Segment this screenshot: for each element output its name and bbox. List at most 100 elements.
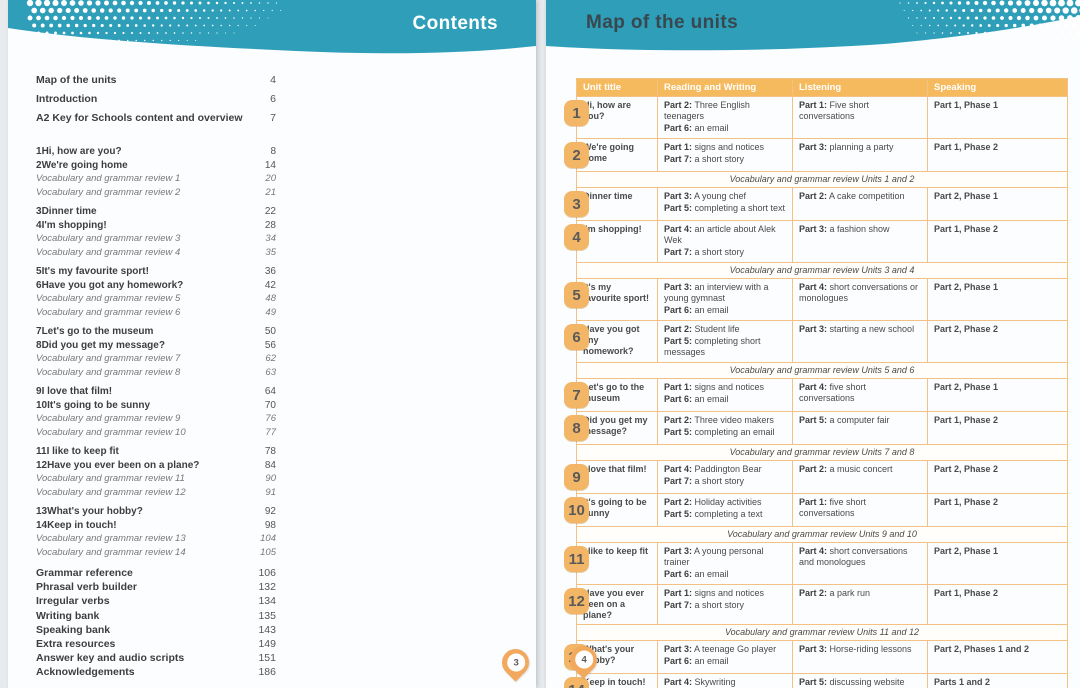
exam-part-entry: Part 3: Horse-riding lessons [799,644,912,654]
toc-item-label: Vocabulary and grammar review 1 [36,173,181,184]
listening-cell: Part 2: A cake competition [792,187,928,221]
toc-item-number: 8 [36,339,42,351]
reading-writing-cell: Part 1: signs and notices Part 7: a short… [657,584,793,625]
speaking-cell: Part 1, Phase 2 [927,584,1068,625]
part-label: Part 7: [664,154,693,164]
reading-writing-cell: Part 1: signs and notices Part 6: an emai… [657,378,793,412]
toc-page-number: 42 [264,279,276,291]
page-number: 4 [574,650,593,669]
review-row: Vocabulary and grammar review Units 1 an… [576,171,1068,188]
toc-page-number: 84 [264,459,276,471]
contents-page: Contents Map of the units 4 Introduction 6 A… [8,0,536,688]
toc-item-title: Keep in touch! [47,519,117,531]
toc-item-title: What's your hobby? [47,506,143,517]
listening-cell: Part 3: Horse-riding lessons [792,640,928,674]
exam-part-entry: Part 6: an email [664,123,729,133]
unit-title-cell: 7 Let's go to the museum [564,378,658,412]
toc-item-label: 13What's your hobby? [36,506,252,517]
toc-page-number: 143 [258,623,276,636]
exam-part-entry: Part 7: a short story [664,476,745,486]
toc-item-label: Speaking bank [36,623,111,636]
units-table-header-row: Unit title Reading and Writing Listening Sp… [576,78,1068,97]
toc-item-label: Vocabulary and grammar review 7 [36,353,181,364]
listening-cell: Part 4: short conversations or monologue… [792,278,928,321]
unit-number-badge: 7 [564,382,589,408]
contents-header-banner: Contents [8,0,536,64]
exam-part-entry: Part 5: completing short messages [664,336,761,357]
toc-item-label: 5It's my favourite sport! [36,266,252,277]
speaking-cell: Part 2, Phase 1 [927,187,1068,221]
part-label: Part 2: [664,324,693,334]
listening-cell: Part 3: a fashion show [792,220,928,263]
part-label: Part 7: [664,247,693,257]
speaking-cell: Part 1, Phase 2 [927,493,1068,527]
review-text: Vocabulary and grammar review Units 7 an… [576,444,1068,461]
part-label: Part 2: [799,464,828,474]
exam-part-entry: Part 5: completing a text [664,509,763,519]
part-label: Part 7: [664,600,693,610]
toc-item-label: 12Have you ever been on a plane? [36,460,252,471]
unit-row: 2 We're going home Part 1: signs and notic… [564,138,1068,172]
unit-number-badge: 9 [564,464,589,490]
unit-row: 4 I'm shopping! Part 4: an article about A… [564,220,1068,263]
toc-review-item: Vocabulary and grammar review 8 63 [36,367,276,381]
unit-row: 12 Have you ever been on a plane? Part 1: … [564,584,1068,625]
toc-item-title: Have you ever been on a plane? [47,459,200,471]
unit-title-cell: 5 It's my favourite sport! [564,278,658,321]
unit-number-badge: 12 [564,588,589,614]
toc-review-item: Vocabulary and grammar review 1 20 [36,173,276,187]
toc-page-number: 62 [265,353,276,364]
unit-number-badge: 11 [564,546,589,572]
part-label: Part 3: [664,546,693,556]
speaking-cell: Part 1, Phase 2 [927,138,1068,172]
part-label: Part 2: [664,415,693,425]
toc-page-number: 91 [265,486,276,498]
toc-item-number: 3 [36,206,42,217]
toc-item-number: 4 [36,219,42,231]
exam-part-entry: Part 1: signs and notices [664,588,765,598]
toc-item-label: Vocabulary and grammar review 4 [36,246,181,258]
toc-review-item: Vocabulary and grammar review 2 21 [36,187,276,201]
column-header: Reading and Writing [657,78,793,97]
part-label: Part 7: [664,476,693,486]
toc-page-number: 14 [264,159,276,171]
toc-unit-item: 1Hi, how are you? 8 [36,146,276,160]
unit-title: Let's go to the museum [583,382,645,403]
speaking-cell: Part 1, Phase 2 [927,411,1068,445]
exam-part-entry: Part 2: Three English teenagers [664,100,750,121]
toc-item: Map of the units 4 [36,74,276,93]
exam-part-entry: Part 3: planning a party [799,142,894,152]
toc-item-title: We're going home [41,159,128,171]
unit-row: 1 Hi, how are you? Part 2: Three English t… [564,96,1068,139]
unit-title-cell: 8 Did you get my message? [564,411,658,445]
speaking-cell: Part 2, Phases 1 and 2 [927,640,1068,674]
toc-unit-item: 3Dinner time 22 [36,206,276,220]
toc-item: A2 Key for Schools content and overview 7 [36,112,276,131]
map-of-units-page: Map of the units Unit title Reading and W… [546,0,1080,688]
toc-item-label: 6Have you got any homework? [36,280,252,291]
unit-title-cell: 12 Have you ever been on a plane? [564,584,658,625]
listening-cell: Part 4: five short conversations [792,378,928,412]
toc-page-number: 49 [265,306,276,318]
part-label: Part 1: [664,142,693,152]
part-label: Part 3: [799,142,828,152]
toc-item-label: Vocabulary and grammar review 6 [36,306,181,318]
part-label: Part 3: [664,644,693,654]
unit-title-cell: 14Keep in touch! [564,673,658,688]
toc-item: Introduction 6 [36,93,276,112]
unit-title: Dinner time [583,191,633,201]
reading-writing-cell: Part 4: Paddington Bear Part 7: a short s… [657,460,793,494]
toc-unit-item: 5It's my favourite sport! 36 [36,266,276,280]
exam-part-entry: Part 2: A cake competition [799,191,905,201]
unit-number-badge: 2 [564,142,589,168]
toc-item-label: 14Keep in touch! [36,520,252,531]
toc-item: Writing bank 135 [36,610,276,624]
unit-title: I love that film! [583,464,647,474]
toc-page-number: 106 [258,567,276,579]
exam-part-entry: Part 2: Three video makers [664,415,774,425]
listening-cell: Part 3: planning a party [792,138,928,172]
reading-writing-cell: Part 3: A young personal trainer Part 6: … [657,542,793,585]
toc-unit-group: 9I love that film! 64 10It's going to be s… [36,386,276,440]
toc-item-label: Map of the units [36,74,117,86]
toc-review-item: Vocabulary and grammar review 14 105 [36,547,276,561]
